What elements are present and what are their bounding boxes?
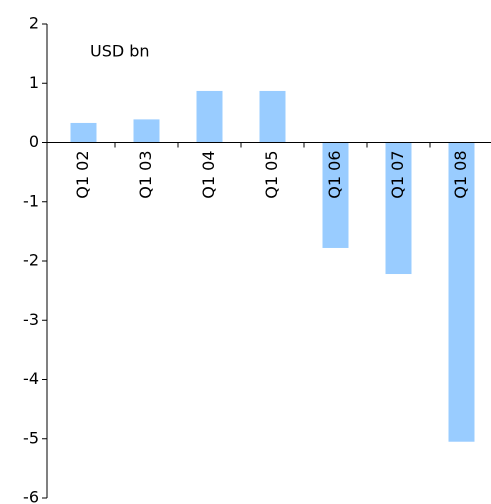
y-tick-label: -3: [23, 310, 39, 329]
bar: [196, 90, 223, 143]
x-tick-label: Q1 04: [199, 151, 218, 199]
x-tick-label: Q1 03: [136, 151, 155, 199]
bar: [259, 90, 286, 143]
bar: [385, 142, 412, 275]
y-tick-label: -5: [23, 428, 39, 447]
y-tick-label: 2: [29, 14, 39, 33]
bar: [448, 142, 475, 442]
x-tick-label: Q1 05: [262, 151, 281, 199]
y-tick-label: -1: [23, 191, 39, 210]
y-tick-label: 0: [29, 132, 39, 151]
x-tick-label: Q1 07: [388, 151, 407, 199]
y-tick-label: -6: [23, 488, 39, 504]
y-tick-label: -4: [23, 369, 39, 388]
bar: [322, 142, 349, 248]
bar: [133, 119, 160, 143]
y-tick-label: 1: [29, 73, 39, 92]
x-tick-label: Q1 08: [451, 151, 470, 199]
y-tick-label: -2: [23, 251, 39, 270]
x-tick-label: Q1 06: [325, 151, 344, 199]
bar: [70, 122, 97, 143]
x-tick-label: Q1 02: [73, 151, 92, 199]
annotation: USD bn: [90, 42, 150, 61]
